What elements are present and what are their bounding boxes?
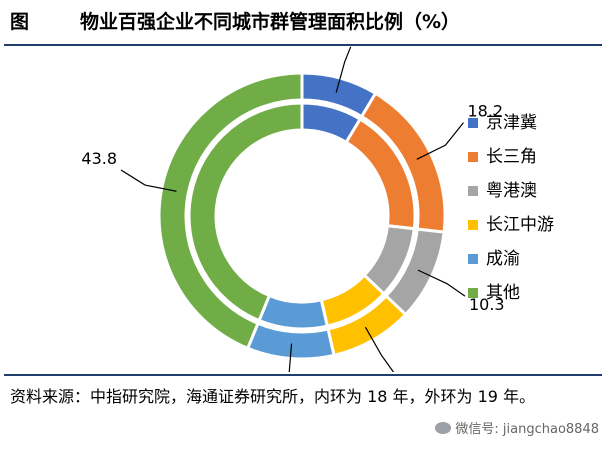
legend-swatch-5 [468,288,478,298]
wechat-icon [435,421,452,434]
leader-line-4 [288,343,293,372]
donut-slice-inner-5 [187,101,304,323]
legend-swatch-4 [468,254,478,264]
watermark: 微信号: jiangchao8848 [435,418,599,437]
top-rule [4,44,602,46]
legend-label-2: 粤港澳 [486,181,537,201]
legend-label-4: 成渝 [486,249,520,269]
legend-label-0: 京津冀 [486,113,537,133]
figure-title-text: 物业百强企业不同城市群管理面积比例（%） [80,11,461,33]
legend-label-1: 长三角 [486,147,537,167]
legend-label-3: 长江中游 [486,215,554,235]
leader-line-1 [416,122,464,160]
legend-swatch-1 [468,152,478,162]
legend-label-5: 其他 [486,283,520,303]
legend-swatch-3 [468,220,478,230]
source-note: 资料来源：中指研究院，海通证券研究所，内环为 18 年，外环为 19 年。 [10,387,536,406]
figure-title: 图 物业百强企业不同城市群管理面积比例（%） [10,4,600,40]
donut-slice-outer-5 [157,71,304,351]
bottom-rule [4,374,602,376]
figure-label: 图 [10,11,30,33]
leader-line-0 [335,46,352,93]
leader-line-2 [417,269,466,297]
data-label-5: 43.8 [81,149,117,168]
legend-swatch-2 [468,186,478,196]
data-label-1: 18.2 [467,102,503,121]
legend-swatch-0 [468,118,478,128]
leader-line-5 [120,169,177,192]
watermark-text: 微信号: jiangchao8848 [455,422,599,437]
donut-slice-inner-4 [257,293,330,331]
data-label-2: 10.3 [469,295,505,314]
leader-line-3 [364,326,395,372]
